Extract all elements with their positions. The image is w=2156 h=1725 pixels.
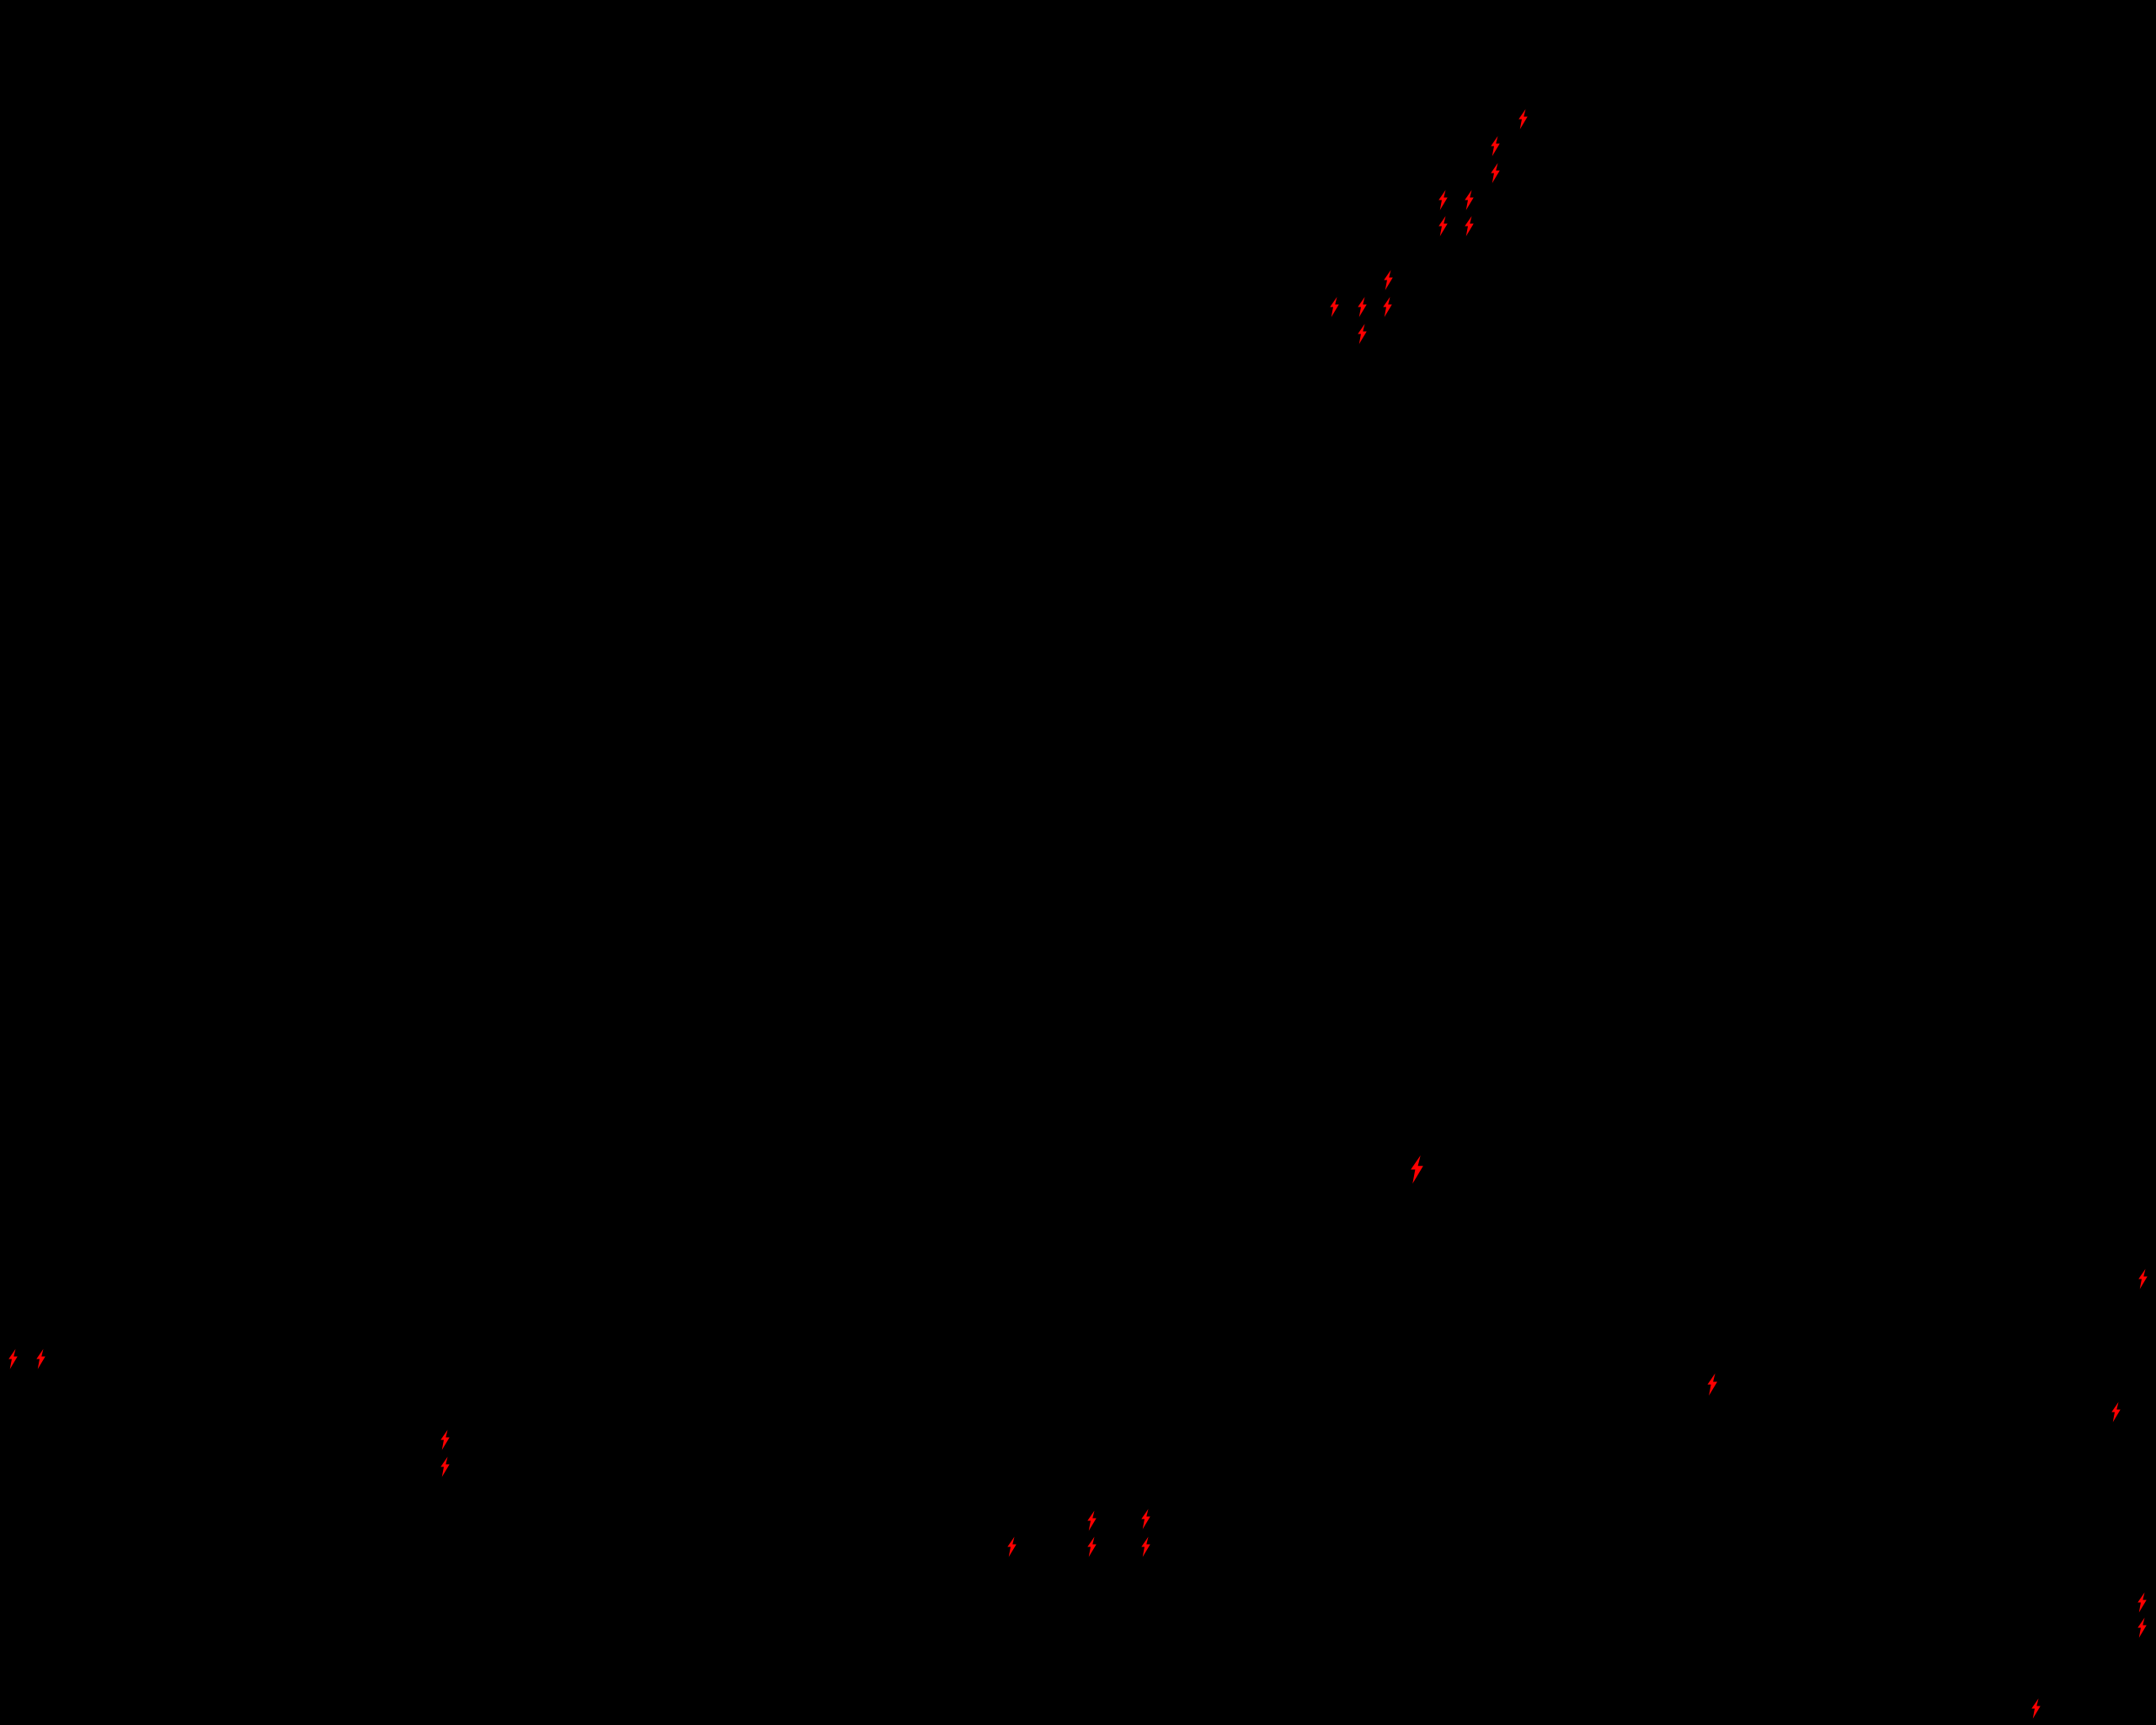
lightning-bolt-shape [1006, 1536, 1017, 1557]
lightning-bolt-icon[interactable] [2136, 1592, 2148, 1613]
lightning-bolt-icon[interactable] [1463, 190, 1476, 211]
lightning-bolt-icon[interactable] [7, 1348, 19, 1370]
lightning-bolt-icon[interactable] [1086, 1536, 1098, 1557]
lightning-bolt-shape [2137, 1617, 2147, 1637]
lightning-bolt-shape [1086, 1510, 1097, 1530]
lightning-bolt-icon[interactable] [1381, 296, 1394, 318]
lightning-bolt-shape [2031, 1698, 2041, 1718]
lightning-bolt-icon[interactable] [1328, 296, 1341, 318]
lightning-bolt-shape [1490, 163, 1500, 183]
lightning-bolt-shape [1518, 109, 1528, 129]
lightning-bolt-icon[interactable] [2137, 1268, 2149, 1290]
lightning-bolt-shape [2137, 1592, 2147, 1612]
lightning-bolt-shape [1490, 136, 1500, 156]
lightning-bolt-shape [1357, 296, 1367, 317]
lightning-bolt-icon[interactable] [1408, 1155, 1426, 1184]
lightning-bolt-icon[interactable] [1437, 216, 1449, 237]
lightning-bolt-shape [440, 1456, 450, 1477]
lightning-bolt-shape [1438, 216, 1448, 236]
lightning-bolt-icon[interactable] [1086, 1510, 1098, 1531]
lightning-bolt-icon[interactable] [439, 1429, 451, 1450]
lightning-bolt-icon[interactable] [1356, 296, 1369, 318]
lightning-bolt-shape [2111, 1402, 2121, 1422]
lightning-bolt-icon[interactable] [1139, 1509, 1152, 1530]
lightning-bolt-shape [1410, 1155, 1423, 1183]
lightning-bolt-shape [1357, 323, 1367, 344]
lightning-bolt-icon[interactable] [1139, 1536, 1152, 1557]
lightning-bolt-icon[interactable] [1356, 323, 1369, 344]
lightning-bolt-shape [8, 1348, 18, 1369]
lightning-bolt-shape [1383, 270, 1393, 290]
lightning-bolt-shape [1438, 190, 1448, 210]
lightning-bolt-icon[interactable] [1006, 1536, 1018, 1557]
lightning-bolt-shape [1329, 296, 1339, 317]
lightning-bolt-icon[interactable] [35, 1348, 47, 1370]
lightning-bolt-icon[interactable] [1705, 1373, 1720, 1397]
lightning-bolt-shape [35, 1348, 45, 1369]
lightning-bolt-icon[interactable] [2030, 1698, 2042, 1719]
lightning-bolt-shape [1464, 190, 1474, 210]
lightning-bolt-shape [1140, 1509, 1150, 1529]
lightning-bolt-icon[interactable] [1382, 270, 1395, 291]
lightning-bolt-shape [1140, 1536, 1150, 1557]
lightning-bolt-icon[interactable] [1437, 190, 1449, 211]
lightning-bolt-icon[interactable] [439, 1456, 451, 1477]
lightning-bolt-shape [1086, 1536, 1097, 1557]
lightning-bolt-icon[interactable] [2136, 1617, 2148, 1638]
lightning-bolt-shape [1464, 216, 1474, 236]
lightning-bolt-icon[interactable] [1463, 216, 1476, 237]
lightning-bolt-icon[interactable] [1517, 109, 1529, 130]
lightning-bolt-shape [2137, 1268, 2148, 1289]
lightning-bolt-icon[interactable] [2110, 1402, 2122, 1423]
lightning-bolt-shape [1382, 296, 1392, 317]
lightning-bolt-icon[interactable] [1489, 163, 1502, 184]
lightning-bolt-shape [440, 1429, 450, 1450]
lightning-bolt-shape [1707, 1373, 1717, 1397]
lightning-bolt-icon[interactable] [1489, 136, 1502, 157]
